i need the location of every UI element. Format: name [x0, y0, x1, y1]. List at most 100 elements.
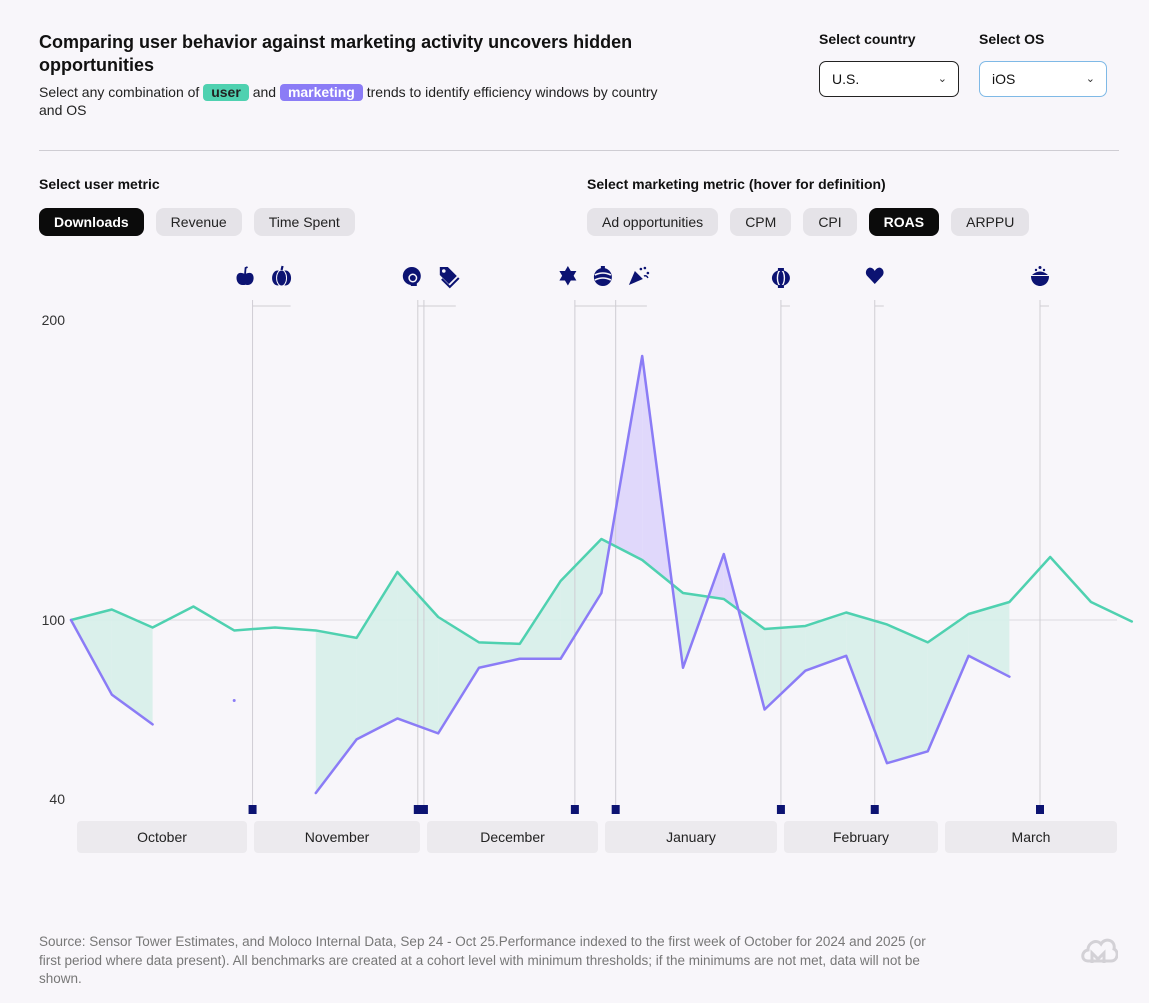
party-popper-icon: [628, 266, 650, 285]
ornament-icon: [593, 266, 612, 286]
country-label: Select country: [819, 31, 916, 47]
steam: [1034, 268, 1038, 272]
difference-area: [315, 630, 357, 794]
apple-stem: [244, 266, 248, 275]
difference-area: [805, 612, 847, 671]
downloads-line: [69, 537, 1134, 646]
difference-area: [764, 625, 806, 710]
month-label: December: [480, 829, 545, 845]
event-marker: [570, 805, 579, 814]
roas-line: [314, 354, 1011, 795]
month-label: March: [1012, 829, 1051, 845]
lantern-body: [771, 270, 790, 286]
os-label: Select OS: [979, 31, 1045, 47]
user-metric-revenue-button[interactable]: Revenue: [155, 208, 242, 236]
difference-area: [71, 609, 112, 695]
apple-icon: [236, 266, 254, 286]
marketing-metric-arppu-button[interactable]: ARPPU: [951, 208, 1030, 236]
turkey-icon: [402, 267, 421, 286]
difference-area: [519, 581, 561, 659]
divider: [39, 150, 1119, 151]
event-marker: [776, 805, 785, 814]
pumpkin-icon: [272, 265, 292, 287]
marketing-metric-cpi-button[interactable]: CPI: [803, 208, 857, 236]
month-band: [605, 821, 777, 853]
confetti: [639, 267, 643, 271]
tag-back: [441, 277, 460, 289]
steam: [1038, 266, 1042, 269]
country-select-value: U.S.: [832, 71, 860, 87]
source-note: Source: Sensor Tower Estimates, and Molo…: [39, 934, 926, 986]
y-tick-label: 40: [49, 791, 65, 807]
chevron-down-icon: ⌄: [937, 73, 947, 85]
tag-hole: [442, 269, 446, 273]
user-metric-downloads-button[interactable]: Downloads: [39, 208, 144, 236]
roas-line: [69, 618, 154, 726]
month-label: November: [305, 829, 370, 845]
streamer: [643, 275, 649, 279]
turkey-head: [409, 275, 416, 281]
marketing-metric-buttons: Ad opportunities CPM CPI ROAS ARPPU: [587, 208, 1030, 236]
user-metric-time-spent-button[interactable]: Time Spent: [253, 208, 355, 236]
month-label: January: [666, 829, 716, 845]
difference-area: [438, 617, 479, 734]
y-tick-label: 200: [42, 312, 66, 328]
month-band: [254, 821, 420, 853]
difference-area: [846, 612, 887, 764]
bowl-food: [1032, 271, 1048, 275]
difference-area: [111, 609, 153, 725]
bowl: [1031, 276, 1049, 286]
pumpkin-lobe: [276, 269, 288, 287]
page-title: Comparing user behavior against marketin…: [39, 32, 633, 75]
lantern-base: [777, 285, 784, 288]
star-of-david-icon: [559, 266, 577, 286]
food-bowl-icon: [1031, 266, 1049, 286]
heart-shape: [865, 267, 884, 284]
event-marker: [870, 805, 879, 814]
steam: [1042, 268, 1046, 272]
roas-line-point: [232, 699, 236, 703]
lantern-cap: [777, 268, 784, 271]
event-marker: [413, 805, 422, 814]
marketing-chip: marketing: [279, 84, 363, 101]
popper-cone: [628, 271, 643, 285]
month-band: [784, 821, 938, 853]
turkey-feet: [410, 283, 417, 286]
pumpkin-stem: [280, 265, 284, 271]
ornament-stripes: [594, 272, 612, 281]
marketing-metric-label: Select marketing metric (hover for defin…: [587, 176, 886, 192]
event-marker: [248, 805, 257, 814]
country-select[interactable]: U.S. ⌄: [819, 61, 959, 97]
difference-area: [356, 572, 398, 740]
month-band: [945, 821, 1117, 853]
month-label: February: [833, 829, 889, 845]
subtitle-pre: Select any combination of: [39, 84, 200, 100]
heart-icon: [865, 267, 884, 284]
marketing-metric-ad-opportunities-button[interactable]: Ad opportunities: [587, 208, 719, 236]
marketing-metric-cpm-button[interactable]: CPM: [730, 208, 792, 236]
difference-area: [479, 642, 520, 668]
event-marker: [611, 805, 620, 814]
sale-tag-icon: [439, 267, 460, 289]
confetti: [643, 266, 647, 270]
subtitle-mid: and: [252, 84, 277, 100]
os-select[interactable]: iOS ⌄: [979, 61, 1107, 97]
user-metric-label: Select user metric: [39, 176, 160, 192]
month-band: [77, 821, 247, 853]
chevron-down-icon: ⌄: [1085, 73, 1095, 85]
os-select-value: iOS: [992, 71, 1016, 87]
trend-chart: October November December January February Ma…: [42, 265, 1134, 853]
moloco-logo-icon: [1081, 938, 1118, 963]
y-tick-label: 100: [42, 612, 66, 628]
user-chip: user: [203, 84, 249, 101]
event-marker: [419, 805, 428, 814]
marketing-metric-roas-button[interactable]: ROAS: [868, 208, 940, 236]
star-tri: [559, 271, 577, 286]
user-metric-buttons: Downloads Revenue Time Spent: [39, 208, 355, 236]
ornament-ball: [593, 268, 612, 286]
apple-body: [236, 272, 254, 286]
difference-area: [560, 539, 602, 659]
page-subtitle: Select any combination of user and marke…: [39, 83, 679, 119]
subtitle-post: trends to identify efficiency windows by…: [39, 84, 658, 118]
difference-area: [968, 602, 1010, 677]
